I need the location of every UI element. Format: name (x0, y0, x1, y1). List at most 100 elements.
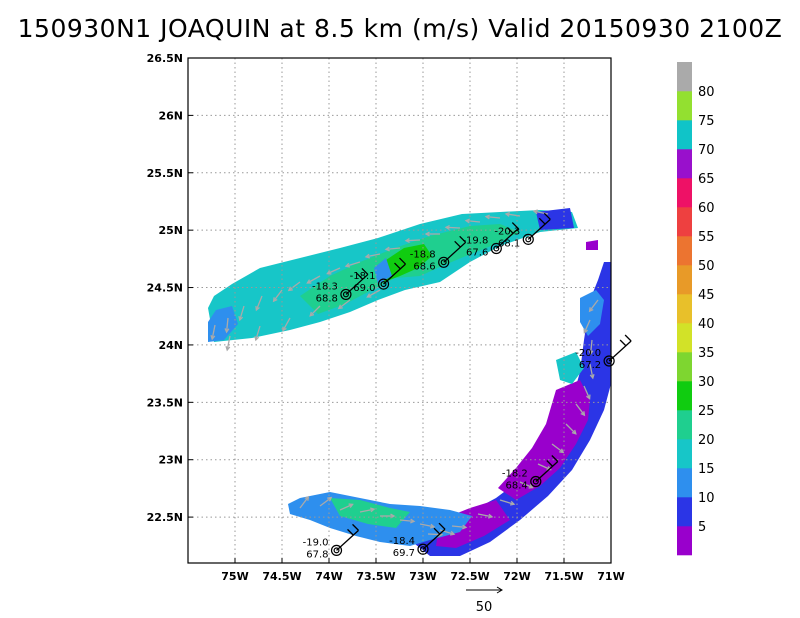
colorbar-segment (677, 236, 692, 266)
colorbar-label: 55 (698, 230, 715, 245)
y-tick-label: 23.5N (147, 396, 183, 409)
wind-vector (504, 211, 521, 217)
wind-barb-flag (433, 527, 441, 535)
wind-vector (339, 503, 354, 511)
y-tick-label: 25.5N (147, 167, 183, 180)
station-humidity: 67.6 (466, 248, 488, 259)
colorbar-segment (677, 468, 692, 498)
wind-barb-flag (394, 262, 401, 270)
wind-vector (337, 299, 351, 310)
field-patch-green (380, 244, 432, 282)
station-temperature: -20.3 (494, 226, 520, 237)
wind-vector (588, 339, 594, 356)
vector-reference: 50 (466, 586, 503, 615)
station-ring-inner (342, 291, 349, 298)
wind-vector (464, 218, 481, 224)
wind-vector (364, 253, 381, 259)
station-ring (530, 475, 542, 488)
wind-vector (282, 317, 291, 332)
wind-vector (272, 289, 283, 303)
station-temperature: -18.1 (350, 271, 376, 282)
colorbar-label: 70 (698, 143, 715, 158)
station-ring-inner (493, 245, 500, 252)
colorbar-label: 65 (698, 172, 715, 187)
station-ring (377, 278, 390, 290)
station-ring (330, 544, 343, 556)
station-temperature: -19.8 (462, 236, 488, 247)
colorbar-segment (677, 294, 692, 324)
wind-barb-flag (619, 339, 627, 347)
field-patch-blue-1 (374, 258, 392, 284)
wind-vector (588, 299, 599, 313)
wind-vector (326, 267, 341, 275)
colorbar-label: 35 (698, 346, 715, 361)
wind-vector (532, 209, 549, 215)
y-axis-ticks: 22.5N 23N 23.5N 24N 24.5N 25N 25.5N 26N 26.5N (147, 52, 193, 524)
colorbar-segment (677, 439, 692, 469)
wind-barb-flag (543, 212, 551, 220)
wind-vector (399, 518, 416, 524)
station-temperature: -18.4 (389, 536, 415, 547)
x-axis-ticks: 75W 74.5W 74W 73.5W 73W 72.5W 72W 71.5W 71W (221, 558, 625, 583)
wind-barb-flag (459, 235, 467, 243)
station-ring (490, 242, 502, 255)
station-marker: -18.268.4 (502, 455, 559, 492)
y-tick-label: 25N (158, 224, 183, 237)
colorbar-segment (677, 120, 692, 150)
wind-barb-flag (511, 222, 519, 229)
station-ring-inner (525, 236, 532, 243)
wind-vector (565, 423, 577, 435)
station-marker: -18.469.7 (389, 522, 446, 559)
station-humidity: 68.8 (316, 293, 338, 304)
colorbar-segment (677, 207, 692, 237)
station-humidity: 68.4 (506, 481, 528, 492)
colorbar-segment (677, 381, 692, 411)
wind-vector (404, 238, 421, 244)
station-temperature: -20.0 (575, 348, 601, 359)
wind-vector (419, 523, 436, 529)
colorbar-segment (677, 410, 692, 440)
station-temperature: -18.8 (410, 249, 436, 260)
colorbar-label: 50 (698, 259, 715, 274)
wind-vector (309, 305, 321, 317)
wind-vector (589, 363, 595, 380)
x-tick-label: 71.5W (544, 570, 583, 583)
wind-vector (359, 507, 376, 513)
chart-title: 150930N1 JOAQUIN at 8.5 km (m/s) Valid 2… (17, 14, 783, 43)
colorbar-segment (677, 526, 692, 556)
colorbar-label: 20 (698, 433, 715, 448)
y-tick-label: 26.5N (147, 52, 183, 65)
station-marker: -18.169.0 (350, 257, 406, 294)
station-ring-inner (420, 546, 427, 553)
y-tick-label: 23N (158, 454, 183, 467)
y-tick-label: 24.5N (147, 282, 183, 295)
station-ring-inner (333, 547, 340, 554)
station-ring (340, 288, 352, 301)
colorbar-segment (677, 178, 692, 208)
y-tick-label: 24N (158, 339, 183, 352)
wind-barb-flag (506, 227, 514, 234)
station-temperature: -18.2 (502, 469, 528, 480)
station-humidity: 67.2 (579, 360, 601, 371)
field-patch-blue-4 (580, 290, 604, 336)
wind-vector (306, 275, 321, 284)
colorbar-segment (677, 497, 692, 527)
wind-vector (287, 281, 301, 292)
wind-vector (224, 317, 230, 334)
station-humidity: 69.7 (393, 548, 415, 559)
field-patch-teal (556, 352, 584, 384)
y-tick-label: 26N (158, 109, 183, 122)
wind-barb-flag (624, 334, 632, 342)
colorbar-label: 5 (698, 520, 706, 535)
station-humidity: 68.6 (413, 261, 435, 272)
x-tick-label: 73.5W (356, 570, 395, 583)
station-ring (603, 355, 615, 367)
wind-vector (499, 499, 516, 506)
station-temperature: -19.0 (303, 537, 329, 548)
x-tick-label: 72.5W (450, 570, 489, 583)
wind-barb-flag (352, 523, 359, 531)
colorbar-label: 60 (698, 201, 715, 216)
station-marker: -18.868.6 (410, 235, 467, 272)
wind-barb-flag (361, 267, 369, 275)
